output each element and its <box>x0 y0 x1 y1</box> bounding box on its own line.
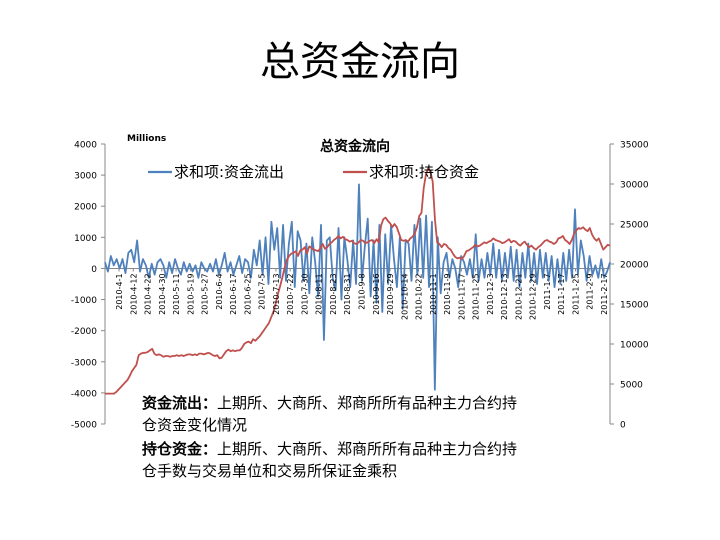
x-tick-label: 2010-12-21 <box>514 273 523 320</box>
chart-title: 总资金流向 <box>320 138 390 155</box>
x-tick-label: 2010-9-8 <box>358 273 367 309</box>
note-outflow-term: 资金流出： <box>142 394 218 412</box>
x-tick-label: 2010-4-1 <box>115 273 124 309</box>
right-tick-label: 25000 <box>620 221 649 231</box>
x-tick-label: 2010-4-12 <box>129 273 138 314</box>
x-tick-label: 2010-9-29 <box>386 273 395 314</box>
x-tick-label: 2010-7-30 <box>300 273 309 314</box>
series-line-position-capital <box>105 167 611 395</box>
x-tick-label: 2010-6-4 <box>215 273 224 309</box>
x-tick-label: 2010-10-14 <box>400 273 409 320</box>
right-tick-label: 15000 <box>620 301 649 311</box>
chart-series-layer <box>104 167 611 395</box>
x-tick-label: 2010-11-1 <box>429 273 438 314</box>
right-tick-label: 20000 <box>620 261 649 271</box>
x-tick-label: 2010-6-17 <box>229 273 238 314</box>
x-tick-label: 2010-5-27 <box>201 273 210 314</box>
left-tick-label: -1000 <box>71 296 97 306</box>
x-tick-label: 2010-11-17 <box>457 273 466 320</box>
right-tick-label: 30000 <box>620 181 649 191</box>
right-tick-label: 0 <box>620 421 626 431</box>
right-tick-label: 10000 <box>620 341 649 351</box>
right-tick-label: 35000 <box>620 141 649 151</box>
slide-title: 总资金流向 <box>260 39 460 85</box>
x-tick-label: 2010-7-22 <box>286 273 295 314</box>
x-tick-label: 2010-7-5 <box>258 273 267 309</box>
chart-labels-layer: 40003000200010000-1000-2000-3000-4000-50… <box>71 134 649 431</box>
x-tick-label: 2010-5-11 <box>172 273 181 314</box>
left-tick-label: 4000 <box>74 141 97 151</box>
x-tick-label: 2010-12-3 <box>486 273 495 314</box>
notes-block: 资金流出：上期所、大商所、郑商所所有品种主力合约持仓资金变化情况 持仓资金：上期… <box>142 392 532 484</box>
series-line-outflow <box>104 183 611 391</box>
left-tick-label: 1000 <box>74 234 97 244</box>
note-position-capital: 持仓资金：上期所、大商所、郑商所所有品种主力合约持仓手数与交易单位和交易所保证金… <box>142 438 532 482</box>
x-tick-label: 2010-10-22 <box>415 273 424 320</box>
note-outflow-desc: 上期所、大商所、郑商所所有品种主力合约持仓资金变化情况 <box>142 394 518 434</box>
x-tick-label: 2010-11-9 <box>443 273 452 314</box>
x-tick-label: 2010-12-13 <box>500 273 509 320</box>
left-tick-label: -2000 <box>71 327 97 337</box>
x-tick-label: 2010-7-13 <box>272 273 281 314</box>
x-tick-label: 2010-6-25 <box>243 273 252 314</box>
note-outflow: 资金流出：上期所、大商所、郑商所所有品种主力合约持仓资金变化情况 <box>142 392 532 436</box>
x-tick-label: 2011-2-9 <box>586 273 595 309</box>
x-tick-label: 2010-8-31 <box>343 273 352 314</box>
right-tick-label: 5000 <box>620 381 643 391</box>
x-tick-label: 2010-11-25 <box>472 273 481 320</box>
left-tick-label: -5000 <box>71 421 97 431</box>
left-tick-label: 2000 <box>74 203 97 213</box>
units-label: Millions <box>127 134 166 144</box>
x-tick-label: 2011-1-17 <box>557 273 566 314</box>
x-tick-label: 2011-1-7 <box>543 273 552 309</box>
legend-label-outflow: 求和项:资金流出 <box>174 163 284 181</box>
x-tick-label: 2010-12-29 <box>529 273 538 320</box>
x-tick-label: 2010-4-22 <box>144 273 153 314</box>
x-tick-label: 2011-2-17 <box>600 273 609 314</box>
x-tick-label: 2010-8-11 <box>315 273 324 314</box>
legend-label-position-capital: 求和项:持仓资金 <box>369 163 479 181</box>
note-position-term: 持仓资金： <box>142 440 218 458</box>
x-tick-label: 2010-8-23 <box>329 273 338 314</box>
x-tick-label: 2011-1-25 <box>571 273 580 314</box>
x-tick-label: 2010-9-16 <box>372 273 381 314</box>
left-tick-label: -4000 <box>71 389 97 399</box>
left-tick-label: 3000 <box>74 172 97 182</box>
left-tick-label: 0 <box>91 265 97 275</box>
x-tick-label: 2010-4-30 <box>158 273 167 314</box>
left-tick-label: -3000 <box>71 358 97 368</box>
x-tick-label: 2010-5-19 <box>186 273 195 314</box>
note-position-desc: 上期所、大商所、郑商所所有品种主力合约持仓手数与交易单位和交易所保证金乘积 <box>142 440 518 480</box>
